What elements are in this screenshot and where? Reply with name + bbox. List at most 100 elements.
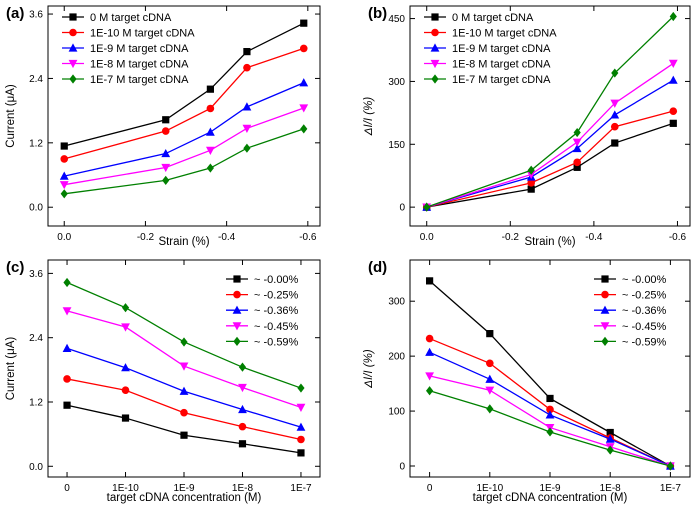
legend-entry-2: ~ -0.25% xyxy=(254,290,299,302)
panel-label: (c) xyxy=(6,259,24,276)
data-point-s2-p2 xyxy=(527,179,535,187)
legend-marker xyxy=(69,13,77,21)
data-point-s3-p5 xyxy=(296,422,306,431)
y-tick-label: 300 xyxy=(388,77,405,88)
data-point-s5-p3 xyxy=(573,127,581,138)
x-tick-label: 1E-10 xyxy=(476,483,503,494)
data-point-s5-p3 xyxy=(546,427,554,437)
legend-marker xyxy=(69,28,77,37)
panel-label: (d) xyxy=(368,259,387,276)
legend-marker xyxy=(69,74,77,84)
legend-entry-3: ~ -0.36% xyxy=(254,305,299,317)
data-point-s4-p2 xyxy=(121,323,130,332)
data-point-s3-p4 xyxy=(610,110,620,119)
data-point-s1-p4 xyxy=(606,428,614,437)
data-point-s1-p5 xyxy=(297,449,305,457)
data-point-s5-p1 xyxy=(63,277,71,288)
legend-entry-2: ~ -0.25% xyxy=(622,290,667,302)
data-point-s3-p3 xyxy=(205,127,215,136)
x-axis-label: Strain (%) xyxy=(158,236,209,248)
data-point-s1-p2 xyxy=(162,116,170,124)
panel-label: (a) xyxy=(6,5,24,22)
data-point-s5-p3 xyxy=(206,163,214,173)
legend-entry-4: 1E-8 M target cDNA xyxy=(90,59,189,71)
y-axis-label: Current (μA) xyxy=(5,337,17,401)
data-point-s2-p5 xyxy=(669,107,678,115)
y-tick-label: 0.0 xyxy=(29,462,43,473)
panel-4: (d) 0 100 200 300 0 1E-10 1E-9 1E-8 1E-7 target cD… xyxy=(363,259,691,504)
legend-entry-1: ~ -0.00% xyxy=(254,274,299,286)
data-point-s5-p5 xyxy=(297,383,305,393)
x-tick-label: 0.0 xyxy=(57,232,71,243)
data-point-s5-p4 xyxy=(243,143,251,153)
y-axis-label: ΔI/I (%) xyxy=(363,97,375,137)
x-tick-label: 1E-8 xyxy=(600,483,622,494)
data-point-s4-p4 xyxy=(610,99,620,108)
series-line-3 xyxy=(426,79,674,208)
legend-marker xyxy=(600,322,610,331)
x-tick-label: 0 xyxy=(64,483,70,494)
data-point-s1-p3 xyxy=(546,394,554,403)
data-point-s2-p5 xyxy=(297,435,305,444)
data-point-s2-p4 xyxy=(610,122,619,131)
x-tick-label: -0.2 xyxy=(502,232,520,243)
y-axis-label: ΔI/I (%) xyxy=(363,349,375,389)
data-point-s5-p2 xyxy=(486,404,494,414)
y-tick-label: 1.2 xyxy=(29,138,43,149)
data-point-s2-p3 xyxy=(180,408,188,417)
data-point-s3-p3 xyxy=(572,143,582,153)
data-point-s1-p3 xyxy=(206,85,214,93)
legend-marker xyxy=(233,275,241,283)
data-point-s5-p5 xyxy=(666,461,674,471)
y-tick-label: 2.4 xyxy=(29,74,43,85)
data-point-s4-p2 xyxy=(485,386,495,395)
series-line-2 xyxy=(426,110,674,208)
series-line-4 xyxy=(64,107,304,186)
x-tick-label: 1E-9 xyxy=(173,483,195,494)
data-point-s2-p4 xyxy=(238,422,247,431)
data-point-s5-p1 xyxy=(426,386,434,396)
data-point-s2-p1 xyxy=(425,334,434,343)
y-tick-label: 0 xyxy=(399,462,405,473)
legend-entry-2: 1E-10 M target cDNA xyxy=(452,28,557,40)
x-tick-label: 0.0 xyxy=(420,232,434,243)
legend-entry-3: ~ -0.36% xyxy=(622,305,667,317)
data-point-s1-p4 xyxy=(238,440,247,448)
x-axis-label: Strain (%) xyxy=(524,236,575,248)
data-point-s1-p1 xyxy=(426,277,434,285)
data-point-s4-p2 xyxy=(161,163,171,173)
series-line-3 xyxy=(64,82,305,177)
data-point-s4-p1 xyxy=(62,307,72,316)
data-point-s2-p3 xyxy=(546,405,554,414)
y-tick-label: 200 xyxy=(388,352,405,363)
panel-label: (b) xyxy=(368,5,387,22)
y-tick-label: 150 xyxy=(388,140,405,151)
data-point-s5-p2 xyxy=(527,165,535,175)
data-point-s1-p2 xyxy=(121,414,130,422)
data-point-s5-p5 xyxy=(300,124,308,134)
data-point-s1-p2 xyxy=(527,185,535,193)
legend-entry-5: 1E-7 M target cDNA xyxy=(452,74,551,86)
legend-marker xyxy=(233,290,241,299)
x-tick-label: -0.4 xyxy=(218,232,236,243)
data-point-s5-p1 xyxy=(423,202,431,212)
data-point-s4-p5 xyxy=(299,104,309,113)
legend-entry-1: 0 M target cDNA xyxy=(452,12,534,24)
legend-marker xyxy=(233,336,241,346)
y-tick-label: 3.6 xyxy=(29,269,43,280)
legend-entry-4: ~ -0.45% xyxy=(622,321,667,333)
x-tick-label: -0.6 xyxy=(669,232,687,243)
x-tick-label: -0.6 xyxy=(299,232,317,243)
data-point-s3-p4 xyxy=(242,102,252,111)
data-point-s3-p2 xyxy=(121,363,130,372)
data-point-s1-p1 xyxy=(63,401,71,409)
data-point-s1-p4 xyxy=(243,48,251,56)
data-point-s5-p2 xyxy=(121,303,130,313)
legend-entry-4: 1E-8 M target cDNA xyxy=(452,59,551,71)
y-tick-label: 3.6 xyxy=(29,10,43,21)
y-tick-label: 450 xyxy=(388,14,405,25)
legend-marker xyxy=(601,336,609,346)
plot-frame xyxy=(47,5,321,227)
legend-marker xyxy=(431,28,439,37)
data-point-s5-p4 xyxy=(611,68,619,78)
